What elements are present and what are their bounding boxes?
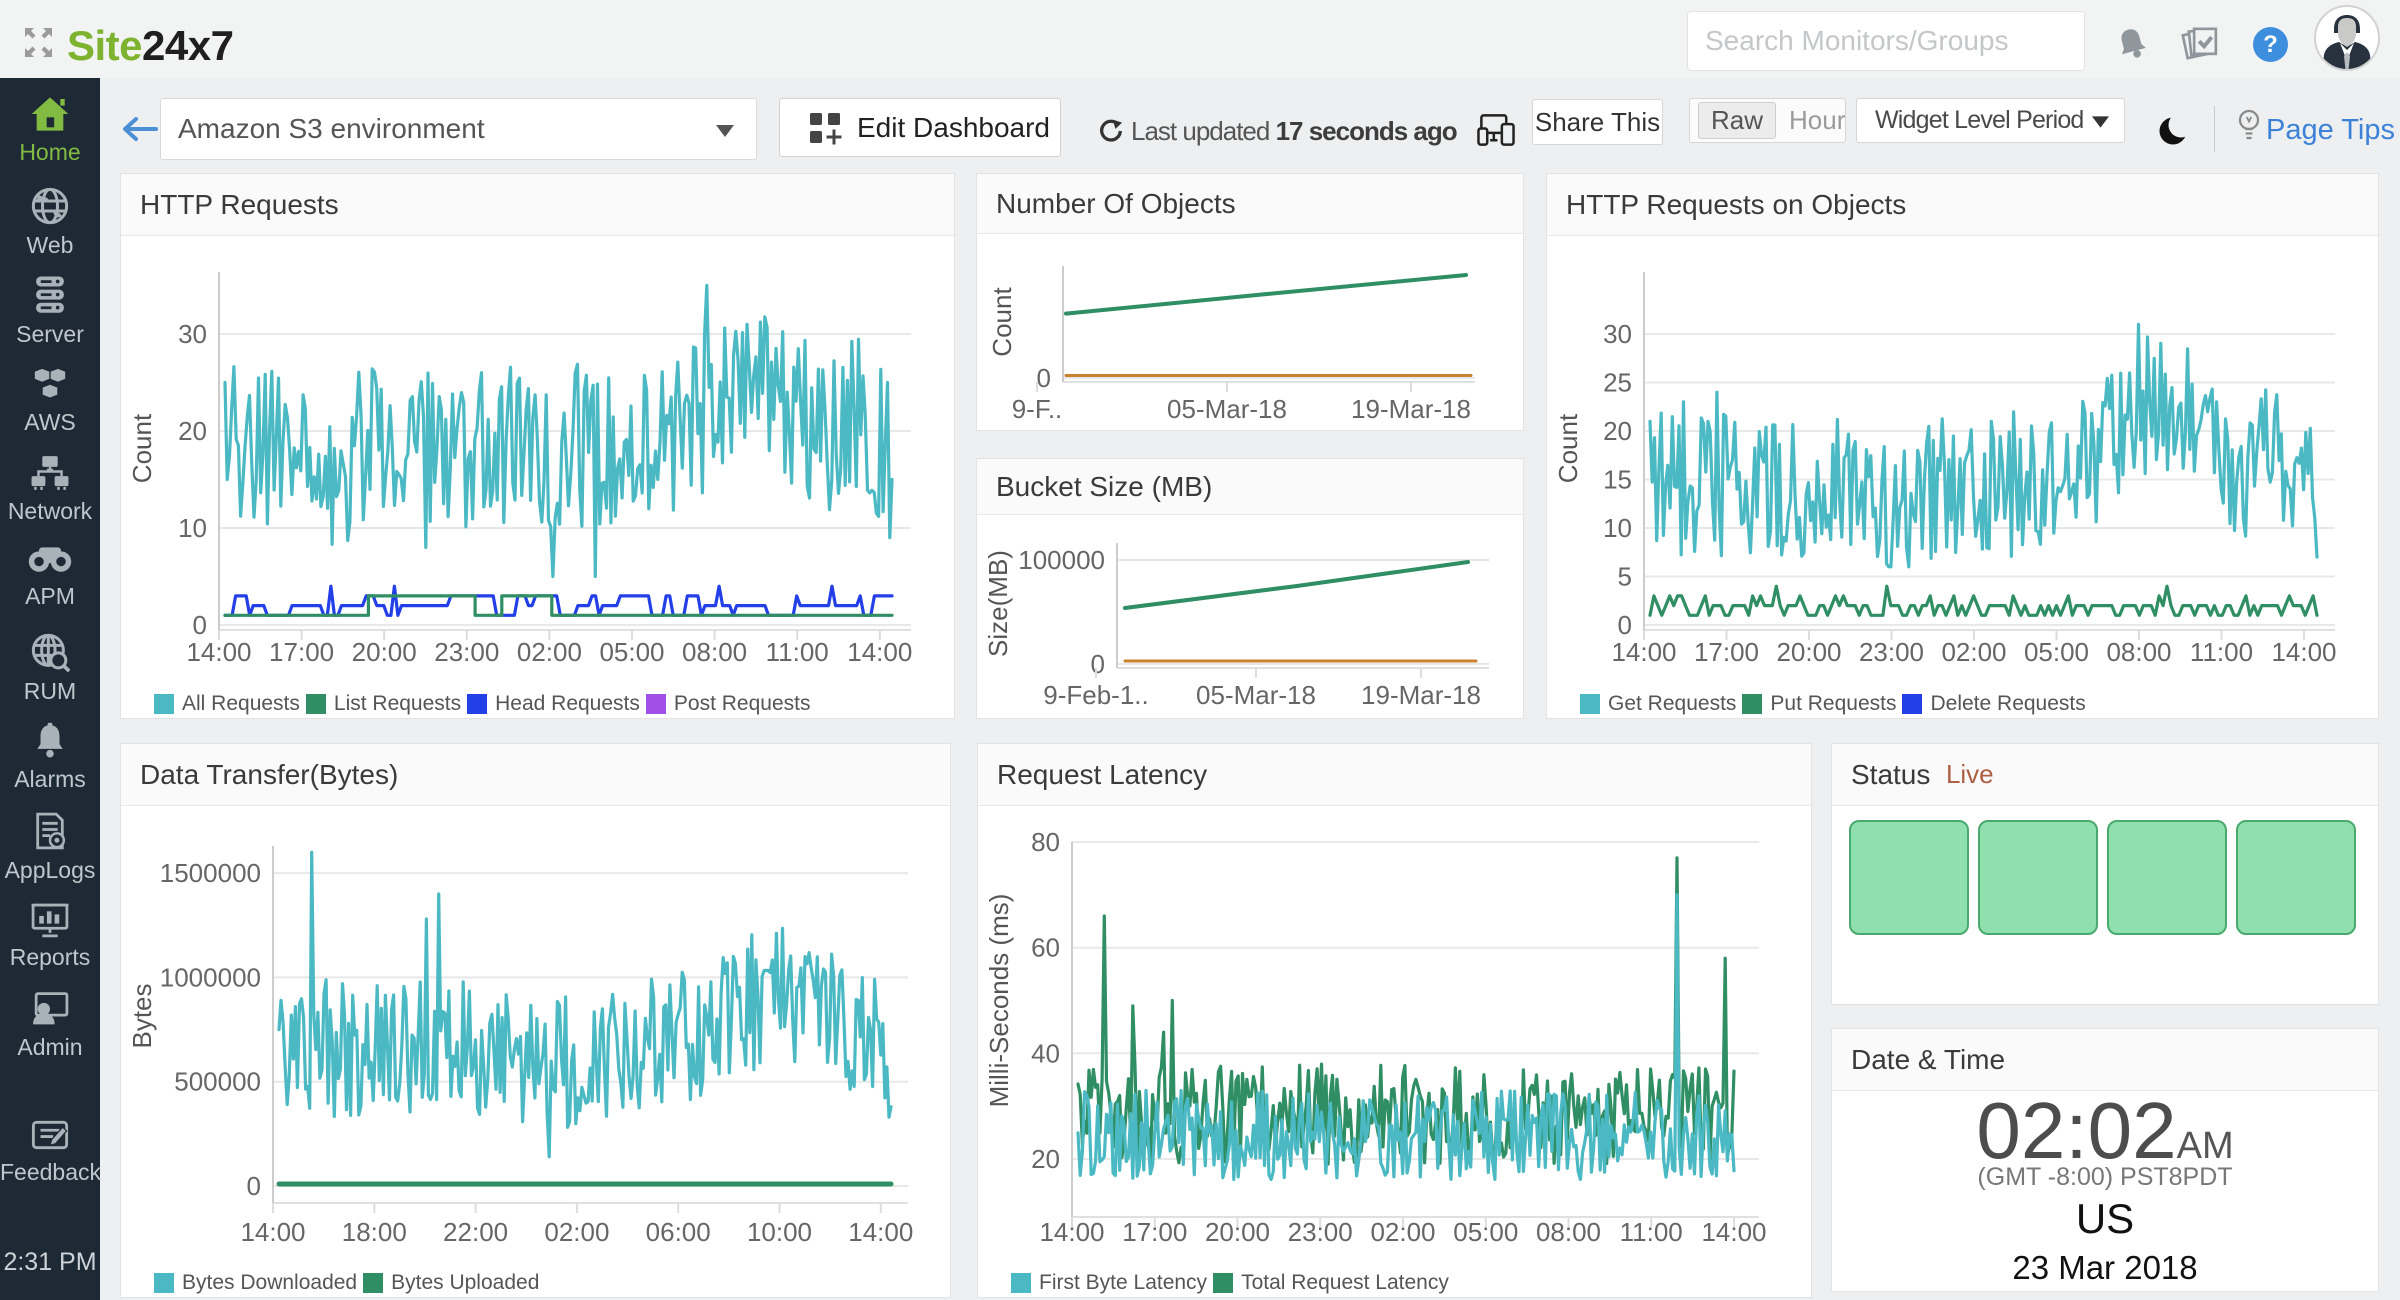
svg-text:20: 20: [178, 416, 207, 446]
svg-text:25: 25: [1603, 368, 1632, 398]
svg-text:20:00: 20:00: [1205, 1217, 1270, 1247]
svg-text:05:00: 05:00: [1453, 1217, 1518, 1247]
svg-text:15: 15: [1603, 465, 1632, 495]
svg-text:Count: Count: [127, 413, 157, 483]
svg-text:05:00: 05:00: [599, 637, 664, 667]
svg-text:02:00: 02:00: [1941, 637, 2006, 667]
svg-text:14:00: 14:00: [240, 1217, 305, 1247]
svg-text:14:00: 14:00: [1039, 1217, 1104, 1247]
svg-text:02:00: 02:00: [1370, 1217, 1435, 1247]
svg-text:9-Feb-1..: 9-Feb-1..: [1043, 680, 1149, 710]
svg-text:19-Mar-18: 19-Mar-18: [1351, 394, 1471, 424]
svg-text:20: 20: [1603, 416, 1632, 446]
svg-text:17:00: 17:00: [269, 637, 334, 667]
svg-text:11:00: 11:00: [766, 637, 829, 667]
svg-text:10: 10: [1603, 513, 1632, 543]
svg-text:5: 5: [1618, 562, 1632, 592]
svg-text:100000: 100000: [1018, 545, 1105, 575]
svg-text:05:00: 05:00: [2024, 637, 2089, 667]
svg-text:40: 40: [1031, 1038, 1060, 1068]
svg-text:10:00: 10:00: [747, 1217, 812, 1247]
svg-text:Bytes: Bytes: [127, 983, 157, 1048]
svg-text:30: 30: [178, 319, 207, 349]
svg-text:02:00: 02:00: [544, 1217, 609, 1247]
svg-text:0: 0: [1037, 363, 1051, 393]
svg-text:19-Mar-18: 19-Mar-18: [1361, 680, 1481, 710]
svg-text:1000000: 1000000: [160, 962, 261, 992]
svg-text:0: 0: [1091, 649, 1105, 679]
svg-text:9-F..: 9-F..: [1012, 394, 1063, 424]
svg-text:20:00: 20:00: [352, 637, 417, 667]
svg-text:08:00: 08:00: [2106, 637, 2171, 667]
svg-text:05-Mar-18: 05-Mar-18: [1196, 680, 1316, 710]
svg-text:14:00: 14:00: [186, 637, 251, 667]
svg-text:05-Mar-18: 05-Mar-18: [1167, 394, 1287, 424]
svg-text:23:00: 23:00: [434, 637, 499, 667]
svg-text:20:00: 20:00: [1776, 637, 1841, 667]
svg-text:0: 0: [1618, 610, 1632, 640]
svg-text:14:00: 14:00: [847, 637, 912, 667]
svg-text:02:00: 02:00: [517, 637, 582, 667]
svg-text:Count: Count: [987, 287, 1017, 357]
svg-text:30: 30: [1603, 319, 1632, 349]
svg-text:0: 0: [247, 1171, 261, 1201]
svg-text:14:00: 14:00: [1611, 637, 1676, 667]
svg-text:20: 20: [1031, 1144, 1060, 1174]
svg-text:80: 80: [1031, 827, 1060, 857]
svg-text:18:00: 18:00: [342, 1217, 407, 1247]
svg-text:23:00: 23:00: [1288, 1217, 1353, 1247]
svg-text:10: 10: [178, 513, 207, 543]
svg-text:11:00: 11:00: [2190, 637, 2253, 667]
svg-text:Milli-Seconds (ms): Milli-Seconds (ms): [984, 894, 1014, 1108]
svg-text:17:00: 17:00: [1122, 1217, 1187, 1247]
svg-text:0: 0: [193, 610, 207, 640]
svg-text:22:00: 22:00: [443, 1217, 508, 1247]
svg-text:23:00: 23:00: [1859, 637, 1924, 667]
svg-text:11:00: 11:00: [1620, 1217, 1683, 1247]
svg-text:08:00: 08:00: [1536, 1217, 1601, 1247]
svg-text:1500000: 1500000: [160, 858, 261, 888]
svg-text:14:00: 14:00: [2271, 637, 2336, 667]
svg-text:08:00: 08:00: [682, 637, 747, 667]
svg-text:14:00: 14:00: [1701, 1217, 1766, 1247]
svg-text:Size(MB): Size(MB): [983, 550, 1013, 657]
svg-text:17:00: 17:00: [1694, 637, 1759, 667]
svg-text:14:00: 14:00: [848, 1217, 913, 1247]
svg-text:Count: Count: [1553, 413, 1583, 483]
svg-text:06:00: 06:00: [646, 1217, 711, 1247]
svg-text:60: 60: [1031, 933, 1060, 963]
svg-text:500000: 500000: [174, 1067, 261, 1097]
